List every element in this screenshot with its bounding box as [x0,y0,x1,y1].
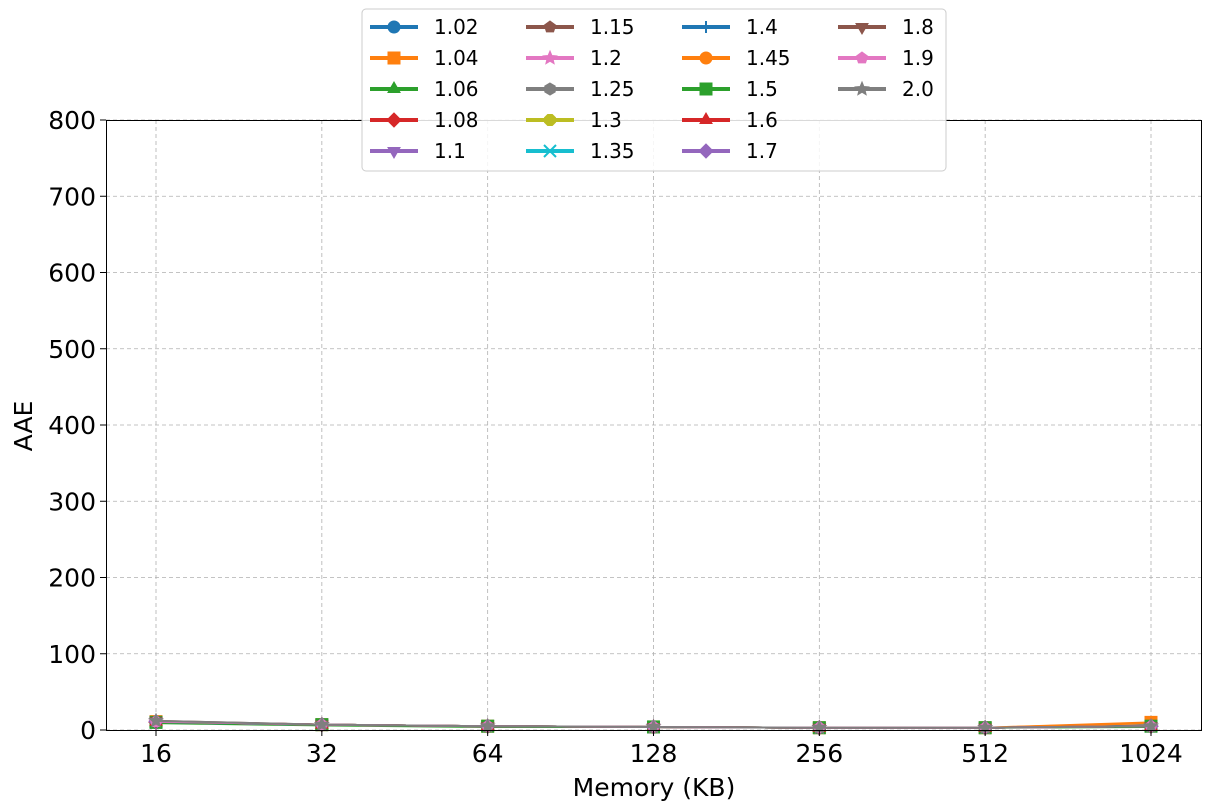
legend-marker [855,51,869,64]
legend-marker [699,82,713,96]
x-tick-label: 16 [140,739,172,768]
x-tick-label: 128 [630,739,678,768]
legend-item: 1.06 [370,77,479,101]
legend-label: 1.1 [434,139,466,163]
legend-marker [543,144,557,158]
y-tick-label: 500 [48,335,96,364]
legend-label: 1.7 [746,139,778,163]
y-tick-label: 300 [48,487,96,516]
legend-item: 1.5 [682,77,778,101]
legend: 1.02 1.04 1.06 1.08 1.1 1.15 1.2 1.25 1.3 1.35 1.4… [361,8,947,172]
legend-label: 1.8 [902,15,934,39]
legend-marker [699,51,713,65]
legend-label: 1.08 [434,108,479,132]
y-tick-label: 400 [48,411,96,440]
x-tick-label: 32 [306,739,338,768]
legend-item: 1.15 [526,15,635,39]
x-tick-label: 1024 [1119,739,1183,768]
legend-item: 1.35 [526,139,635,163]
legend-label: 1.35 [590,139,635,163]
legend-marker [387,147,401,160]
plot-frame [106,120,1202,731]
legend-item: 1.2 [526,46,622,70]
legend-marker [543,20,557,33]
legend-label: 1.25 [590,77,635,101]
legend-marker [855,23,869,36]
legend-label: 1.6 [746,108,778,132]
x-axis-ticks: 16 32 64 128 256 512 1024 [140,730,1183,768]
x-tick-label: 256 [795,739,843,768]
series-group [148,712,1159,736]
legend-marker [699,111,713,124]
legend-marker [700,21,712,33]
legend-item: 1.9 [838,46,934,70]
data-point [1143,717,1159,733]
y-tick-label: 600 [48,259,96,288]
y-tick-label: 0 [80,716,96,745]
legend-marker [544,82,556,96]
legend-item: 2.0 [838,77,934,101]
data-point [313,716,330,732]
y-tick-label: 800 [48,106,96,135]
data-point [479,717,496,733]
legend-label: 1.5 [746,77,778,101]
legend-item: 1.08 [370,108,479,132]
legend-item: 1.02 [370,15,479,39]
x-tick-label: 512 [961,739,1009,768]
legend-marker [387,80,401,93]
legend-label: 1.04 [434,46,479,70]
legend-item: 1.3 [526,108,622,132]
legend-item: 1.4 [682,15,778,39]
legend-item: 1.04 [370,46,479,70]
legend-item: 1.7 [682,139,778,163]
series-2.0 [148,712,1159,735]
y-axis-label: AAE [9,401,38,452]
legend-item: 1.8 [838,15,934,39]
y-tick-label: 700 [48,182,96,211]
y-axis-ticks: 0 100 200 300 400 500 600 700 800 [48,106,106,745]
legend-label: 1.3 [590,108,622,132]
legend-label: 1.15 [590,15,635,39]
legend-item: 1.45 [682,46,791,70]
legend-label: 1.02 [434,15,479,39]
legend-marker [854,80,870,96]
legend-box [361,8,947,172]
legend-label: 1.06 [434,77,479,101]
data-point [148,712,164,728]
x-axis-label: Memory (KB) [573,773,736,802]
y-tick-label: 200 [48,564,96,593]
legend-label: 1.9 [902,46,934,70]
legend-marker [387,20,401,34]
grid [106,119,1201,731]
x-tick-label: 64 [472,739,504,768]
legend-marker [698,143,714,159]
legend-label: 1.2 [590,46,622,70]
legend-label: 2.0 [902,77,934,101]
legend-item: 1.6 [682,108,778,132]
legend-label: 1.4 [746,15,778,39]
legend-marker [386,112,402,128]
legend-marker [542,49,558,65]
y-tick-label: 100 [48,640,96,669]
legend-item: 1.25 [526,77,635,101]
legend-item: 1.1 [370,139,466,163]
legend-marker [543,113,557,127]
legend-marker [387,51,401,65]
legend-label: 1.45 [746,46,791,70]
